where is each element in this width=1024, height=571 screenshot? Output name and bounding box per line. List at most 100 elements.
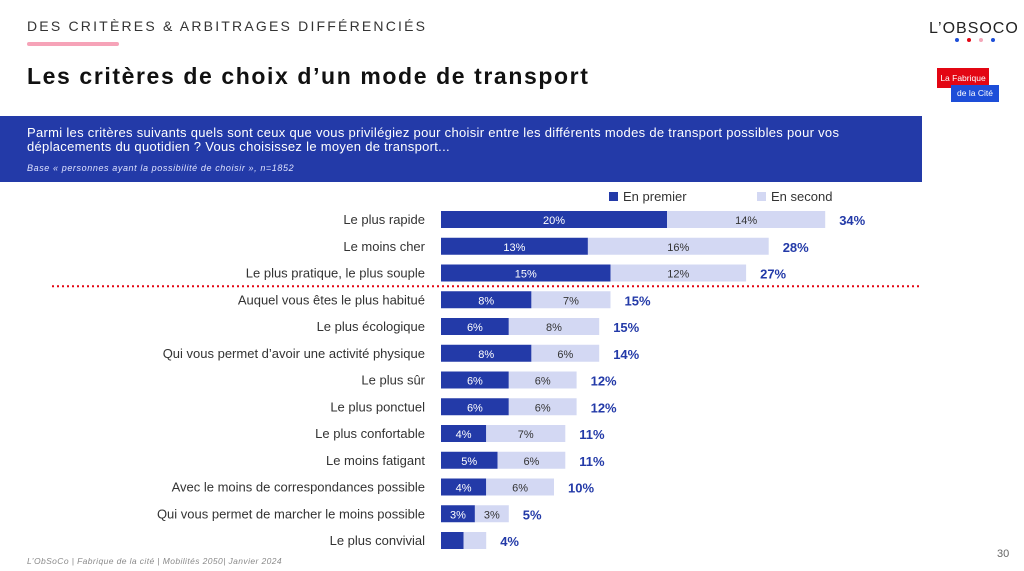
- legend-item-second: En second: [757, 189, 832, 204]
- category-label: Le plus écologique: [317, 319, 425, 334]
- data-label-first: 8%: [478, 295, 494, 307]
- category-label: Le plus confortable: [315, 426, 425, 441]
- category-label: Le plus pratique, le plus souple: [246, 266, 425, 281]
- bar-second: [486, 478, 554, 496]
- category-label: Le plus convivial: [330, 533, 425, 548]
- data-label-second: 6%: [557, 349, 573, 361]
- bar-second: [508, 371, 577, 389]
- bar-first: [441, 211, 667, 228]
- total-label: 12%: [591, 400, 617, 415]
- logo-dot: [955, 38, 959, 42]
- bar-first: [441, 398, 509, 416]
- bar-first: [441, 264, 611, 282]
- data-label-second: 6%: [512, 483, 528, 495]
- total-label: 11%: [579, 427, 605, 442]
- logo-dot: [979, 38, 983, 42]
- bar-second: [497, 451, 566, 469]
- total-label: 28%: [783, 240, 809, 255]
- section-underline: [27, 42, 119, 46]
- obsoco-logo: L’OBSOCO: [929, 20, 1019, 44]
- bar-first: [441, 318, 509, 335]
- bar-first: [441, 371, 509, 389]
- total-label: 14%: [613, 347, 639, 362]
- data-label-first: 20%: [543, 215, 565, 227]
- category-label: Le plus rapide: [343, 212, 425, 227]
- legend-label-first: En premier: [623, 189, 687, 204]
- bar-first: [441, 532, 464, 549]
- logo-text: L’OBSOCO: [929, 20, 1019, 37]
- bar-first: [441, 344, 532, 362]
- category-label: Le plus sûr: [361, 373, 425, 388]
- logo-dot: [991, 38, 995, 42]
- total-label: 15%: [625, 293, 651, 308]
- data-label-second: 3%: [484, 509, 500, 521]
- bar-first: [441, 291, 532, 309]
- bar-second: [486, 425, 566, 442]
- total-label: 15%: [613, 320, 639, 335]
- bar-first: [441, 425, 487, 442]
- data-label-first: 6%: [467, 402, 483, 414]
- bar-second: [531, 344, 600, 362]
- data-label-first: 15%: [515, 269, 537, 281]
- data-label-first: 6%: [467, 376, 483, 388]
- logo-dots: [929, 38, 1019, 44]
- legend-item-first: En premier: [609, 189, 687, 204]
- category-label: Auquel vous êtes le plus habitué: [238, 292, 425, 307]
- category-label: Le moins cher: [343, 239, 425, 254]
- total-label: 27%: [760, 267, 786, 282]
- legend-swatch-first: [609, 192, 618, 201]
- data-label-second: 14%: [735, 215, 757, 227]
- data-label-second: 8%: [546, 322, 562, 334]
- total-label: 10%: [568, 481, 594, 496]
- data-label-second: 6%: [535, 402, 551, 414]
- category-label: Le plus ponctuel: [330, 399, 425, 414]
- total-label: 12%: [591, 374, 617, 389]
- data-label-second: 6%: [523, 456, 539, 468]
- bar-second: [667, 211, 826, 228]
- question-text: Parmi les critères suivants quels sont c…: [27, 125, 840, 154]
- bar-second: [610, 264, 747, 282]
- data-label-second: 7%: [518, 429, 534, 441]
- question-banner: Parmi les critères suivants quels sont c…: [0, 116, 922, 182]
- bar-second: [474, 505, 509, 523]
- legend-swatch-second: [757, 192, 766, 201]
- bar-first: [441, 505, 475, 523]
- total-label: 5%: [523, 507, 542, 522]
- data-label-first: 4%: [456, 429, 472, 441]
- fabrique-badge-bottom: de la Cité: [951, 85, 999, 102]
- data-label-first: 4%: [456, 483, 472, 495]
- bar-second: [531, 291, 611, 309]
- data-label-first: 3%: [450, 509, 466, 521]
- fabrique-badge-top: La Fabrique: [937, 68, 989, 88]
- bar-second: [508, 318, 600, 335]
- logo-dot: [967, 38, 971, 42]
- legend-label-second: En second: [771, 189, 833, 204]
- section-title: DES CRITÈRES & ARBITRAGES DIFFÉRENCIÉS: [27, 18, 428, 34]
- total-label: 4%: [500, 534, 519, 549]
- page-number: 30: [997, 548, 1010, 560]
- bar-first: [441, 478, 487, 496]
- data-label-first: 6%: [467, 322, 483, 334]
- bar-first: [441, 451, 498, 469]
- footer-source: L’ObSoCo | Fabrique de la cité | Mobilit…: [27, 556, 282, 566]
- bar-second: [463, 532, 487, 549]
- bar-second: [587, 237, 769, 255]
- data-label-second: 12%: [667, 269, 689, 281]
- question-base: Base « personnes ayant la possibilité de…: [27, 163, 295, 173]
- data-label-second: 16%: [667, 242, 689, 254]
- data-label-second: 6%: [535, 376, 551, 388]
- category-label: Avec le moins de correspondances possibl…: [172, 480, 425, 495]
- total-label: 11%: [579, 454, 605, 469]
- bar-first: [441, 237, 588, 255]
- category-label: Qui vous permet de marcher le moins poss…: [157, 506, 425, 521]
- data-label-first: 13%: [503, 242, 525, 254]
- total-label: 34%: [839, 213, 865, 228]
- data-label-second: 7%: [563, 295, 579, 307]
- bar-second: [508, 398, 577, 416]
- data-label-first: 5%: [461, 456, 477, 468]
- data-label-first: 8%: [478, 349, 494, 361]
- page-title: Les critères de choix d’un mode de trans…: [27, 63, 590, 89]
- category-label: Le moins fatigant: [326, 453, 425, 468]
- category-label: Qui vous permet d’avoir une activité phy…: [163, 346, 425, 361]
